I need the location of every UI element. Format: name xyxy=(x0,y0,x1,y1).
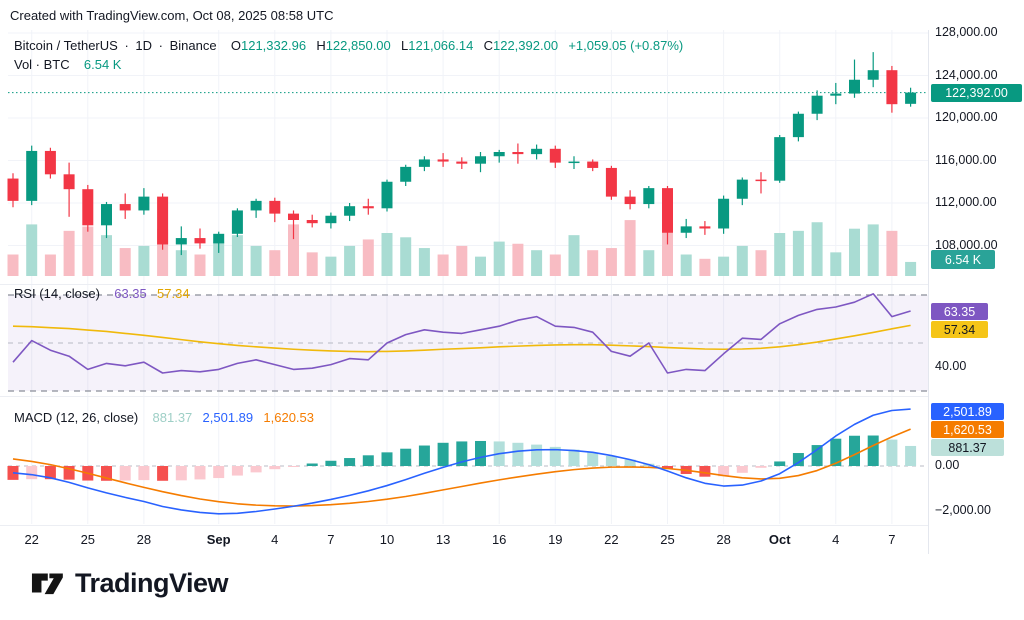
price-axis-label: 128,000.00 xyxy=(935,25,998,39)
time-axis-label: 25 xyxy=(80,532,96,547)
price-axis-label: 112,000.00 xyxy=(935,195,997,209)
time-axis-label: 4 xyxy=(832,532,840,547)
tradingview-logo-icon xyxy=(31,573,63,595)
symbol-name[interactable]: Bitcoin / TetherUS xyxy=(14,38,118,53)
volume-legend[interactable]: Vol · BTC 6.54 K xyxy=(14,57,121,72)
macd-line-badge: 2,501.89 xyxy=(931,403,1004,420)
price-axis-label: 124,000.00 xyxy=(935,67,998,82)
time-axis-label: 16 xyxy=(491,532,507,547)
ohlc-close: C122,392.00 xyxy=(483,38,559,53)
chart-canvas[interactable] xyxy=(0,0,1024,560)
ohlc-open: O121,332.96 xyxy=(230,38,307,53)
time-axis-label: 28 xyxy=(136,532,152,547)
rsi-value-badge: 63.35 xyxy=(931,303,988,320)
macd-label: MACD (12, 26, close) xyxy=(14,410,139,425)
macd-signal-value: 1,620.53 xyxy=(263,410,314,425)
tradingview-logo[interactable]: TradingView xyxy=(28,564,229,602)
time-axis-label: 22 xyxy=(24,532,39,547)
current-volume-badge: 6.54 K xyxy=(931,250,995,269)
rsi-ma-value: 57.34 xyxy=(157,286,190,301)
time-axis-label: 4 xyxy=(271,532,279,547)
macd-axis-zero: 0.00 xyxy=(935,458,960,472)
time-axis-label: Oct xyxy=(768,532,791,547)
time-axis[interactable]: 22 25 28 Sep 4 7 10 13 16 19 22 25 28 Oct 4 7 xyxy=(0,532,928,552)
rsi-ma-badge: 57.34 xyxy=(931,321,988,338)
rsi-legend[interactable]: RSI (14, close) 63.35 57.34 xyxy=(14,286,190,301)
pane-separator[interactable] xyxy=(0,284,928,285)
interval-label[interactable]: 1D xyxy=(135,38,153,53)
rsi-label: RSI (14, close) xyxy=(14,286,100,301)
credit-text: Created with TradingView.com, Oct 08, 20… xyxy=(10,8,334,23)
macd-line-value: 2,501.89 xyxy=(202,410,254,425)
pane-separator xyxy=(0,525,928,526)
time-axis-label: 13 xyxy=(435,532,451,547)
time-axis-label: 25 xyxy=(660,532,675,547)
pane-separator[interactable] xyxy=(0,396,928,397)
brand-name: TradingView xyxy=(75,567,229,598)
price-axis-label: 120,000.00 xyxy=(935,110,998,124)
time-axis-label: 22 xyxy=(604,532,619,547)
exchange-label: Binance xyxy=(169,38,217,53)
macd-hist-badge: 881.37 xyxy=(931,439,1004,456)
price-axis-label: 116,000.00 xyxy=(935,152,997,167)
current-price-badge: 122,392.00 xyxy=(931,84,1022,102)
time-axis-label: 7 xyxy=(888,532,896,547)
volume-label: Vol · BTC xyxy=(14,57,70,72)
axis-divider xyxy=(928,30,929,554)
change-value: +1,059.05 (+0.87%) xyxy=(568,38,684,53)
time-axis-label: 28 xyxy=(716,532,731,547)
price-axis-label: 108,000.00 xyxy=(935,237,998,252)
time-axis-label: Sep xyxy=(206,532,231,547)
macd-hist-value: 881.37 xyxy=(152,410,193,425)
rsi-axis-40: 40.00 xyxy=(935,359,967,373)
volume-value: 6.54 K xyxy=(83,57,122,72)
time-axis-label: 19 xyxy=(548,532,563,547)
macd-legend[interactable]: MACD (12, 26, close) 881.37 2,501.89 1,6… xyxy=(14,410,314,425)
ohlc-low: L121,066.14 xyxy=(401,38,474,53)
rsi-value: 63.35 xyxy=(114,286,147,301)
symbol-legend[interactable]: Bitcoin / TetherUS · 1D · Binance O121,3… xyxy=(14,38,684,53)
ohlc-high: H122,850.00 xyxy=(316,38,391,53)
time-axis-label: 10 xyxy=(379,532,395,547)
macd-signal-badge: 1,620.53 xyxy=(931,421,1004,438)
macd-axis-neg2000: −2,000.00 xyxy=(935,503,991,517)
time-axis-label: 7 xyxy=(327,532,335,547)
